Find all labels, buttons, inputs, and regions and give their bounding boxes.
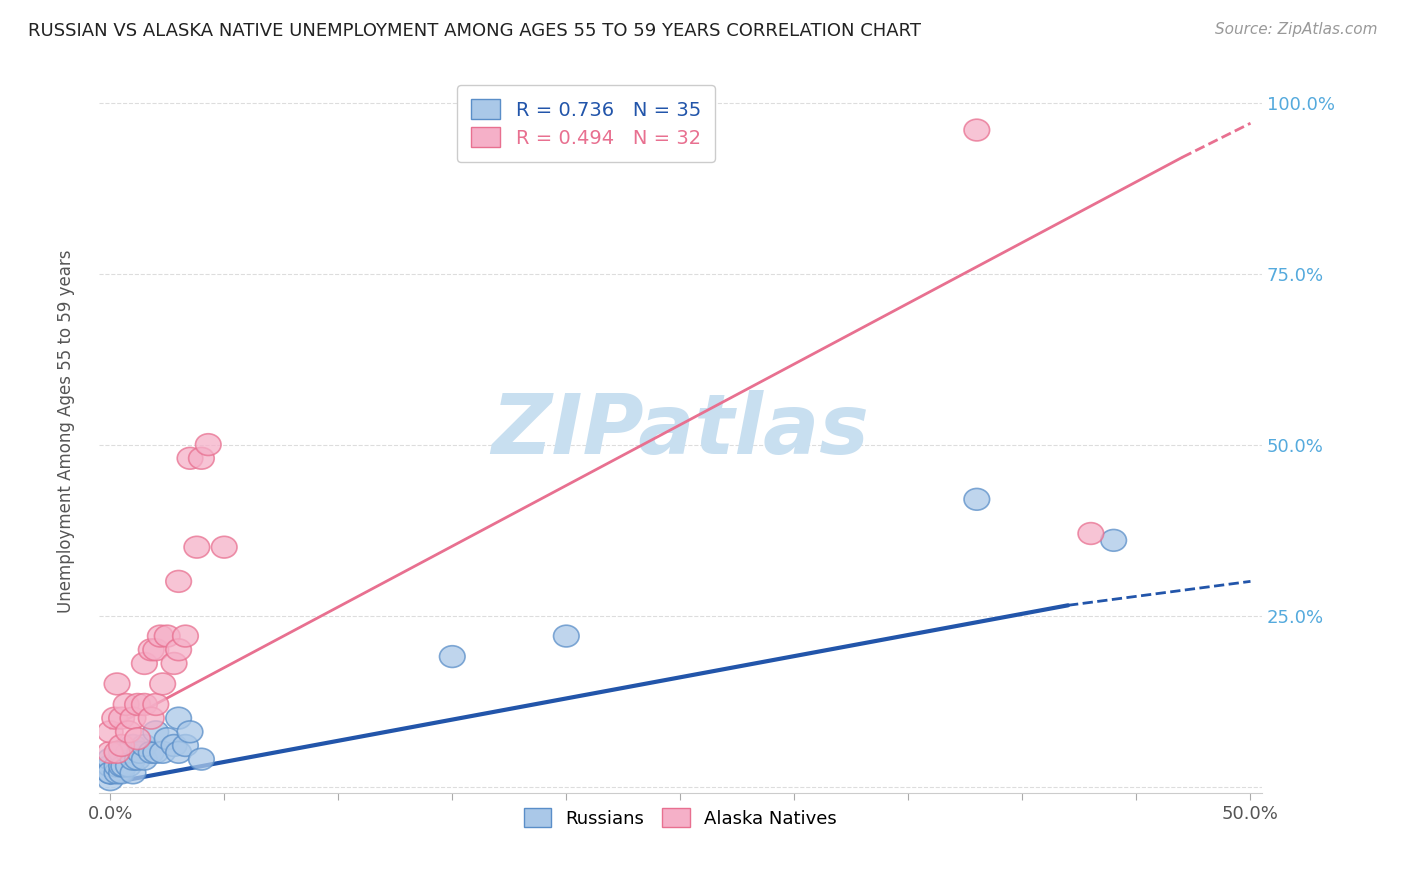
Ellipse shape <box>177 448 202 469</box>
Ellipse shape <box>97 762 122 784</box>
Ellipse shape <box>138 639 165 661</box>
Ellipse shape <box>120 748 146 770</box>
Ellipse shape <box>184 536 209 558</box>
Ellipse shape <box>195 434 221 456</box>
Ellipse shape <box>188 748 214 770</box>
Ellipse shape <box>104 762 129 784</box>
Ellipse shape <box>173 735 198 756</box>
Ellipse shape <box>143 694 169 715</box>
Ellipse shape <box>97 762 122 784</box>
Ellipse shape <box>166 741 191 764</box>
Ellipse shape <box>150 741 176 764</box>
Ellipse shape <box>97 756 122 777</box>
Ellipse shape <box>166 639 191 661</box>
Ellipse shape <box>114 694 139 715</box>
Text: Source: ZipAtlas.com: Source: ZipAtlas.com <box>1215 22 1378 37</box>
Ellipse shape <box>97 748 122 770</box>
Ellipse shape <box>211 536 238 558</box>
Ellipse shape <box>120 735 146 756</box>
Ellipse shape <box>120 707 146 729</box>
Y-axis label: Unemployment Among Ages 55 to 59 years: Unemployment Among Ages 55 to 59 years <box>58 249 75 613</box>
Ellipse shape <box>177 721 202 743</box>
Ellipse shape <box>554 625 579 647</box>
Ellipse shape <box>111 756 136 777</box>
Ellipse shape <box>103 707 128 729</box>
Ellipse shape <box>188 448 214 469</box>
Ellipse shape <box>166 707 191 729</box>
Ellipse shape <box>115 721 141 743</box>
Ellipse shape <box>143 639 169 661</box>
Ellipse shape <box>132 694 157 715</box>
Ellipse shape <box>166 571 191 592</box>
Ellipse shape <box>440 646 465 667</box>
Ellipse shape <box>115 756 141 777</box>
Ellipse shape <box>125 728 150 749</box>
Ellipse shape <box>127 741 153 764</box>
Text: ZIPatlas: ZIPatlas <box>492 391 869 472</box>
Ellipse shape <box>155 728 180 749</box>
Ellipse shape <box>162 735 187 756</box>
Ellipse shape <box>148 625 173 647</box>
Ellipse shape <box>1101 530 1126 551</box>
Ellipse shape <box>173 625 198 647</box>
Ellipse shape <box>132 653 157 674</box>
Ellipse shape <box>104 741 129 764</box>
Text: RUSSIAN VS ALASKA NATIVE UNEMPLOYMENT AMONG AGES 55 TO 59 YEARS CORRELATION CHAR: RUSSIAN VS ALASKA NATIVE UNEMPLOYMENT AM… <box>28 22 921 40</box>
Ellipse shape <box>104 673 129 695</box>
Legend: Russians, Alaska Natives: Russians, Alaska Natives <box>517 801 844 835</box>
Ellipse shape <box>150 673 176 695</box>
Ellipse shape <box>965 120 990 141</box>
Ellipse shape <box>115 741 141 764</box>
Ellipse shape <box>138 707 165 729</box>
Ellipse shape <box>108 756 135 777</box>
Ellipse shape <box>1078 523 1104 544</box>
Ellipse shape <box>155 625 180 647</box>
Ellipse shape <box>97 741 122 764</box>
Ellipse shape <box>125 694 150 715</box>
Ellipse shape <box>108 741 135 764</box>
Ellipse shape <box>965 489 990 510</box>
Ellipse shape <box>120 762 146 784</box>
Ellipse shape <box>132 735 157 756</box>
Ellipse shape <box>97 769 122 790</box>
Ellipse shape <box>108 735 135 756</box>
Ellipse shape <box>97 721 122 743</box>
Ellipse shape <box>125 748 150 770</box>
Ellipse shape <box>162 653 187 674</box>
Ellipse shape <box>132 748 157 770</box>
Ellipse shape <box>138 741 165 764</box>
Ellipse shape <box>104 756 129 777</box>
Ellipse shape <box>108 707 135 729</box>
Ellipse shape <box>143 721 169 743</box>
Ellipse shape <box>143 741 169 764</box>
Ellipse shape <box>108 762 135 784</box>
